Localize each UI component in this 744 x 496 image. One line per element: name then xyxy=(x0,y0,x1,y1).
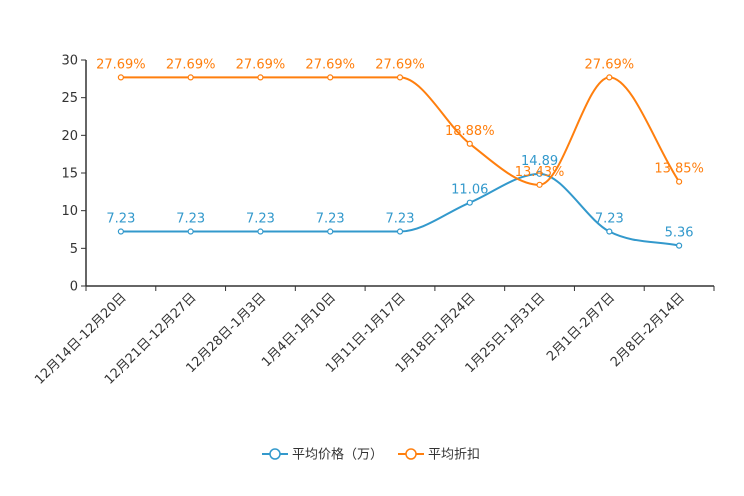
data-label-0-4: 7.23 xyxy=(386,212,415,227)
data-point-1-2[interactable] xyxy=(257,74,264,81)
data-point-1-5[interactable] xyxy=(466,140,473,147)
x-tick-label: 2月1日-2月7日 xyxy=(544,290,618,364)
y-tick-label: 15 xyxy=(61,167,78,182)
data-label-1-5: 18.88% xyxy=(445,124,495,139)
x-tick-label: 2月8日-2月14日 xyxy=(608,290,688,370)
data-point-1-6[interactable] xyxy=(536,181,543,188)
data-label-1-7: 27.69% xyxy=(585,57,635,72)
data-point-1-3[interactable] xyxy=(327,74,334,81)
data-label-0-7: 7.23 xyxy=(595,212,624,227)
legend-label: 平均价格（万） xyxy=(292,447,383,463)
data-label-0-5: 11.06 xyxy=(451,183,488,198)
data-label-1-2: 27.69% xyxy=(236,57,286,72)
data-point-0-6[interactable] xyxy=(536,170,543,177)
data-label-1-4: 27.69% xyxy=(375,57,425,72)
legend-item-1[interactable]: 平均折扣 xyxy=(398,448,480,463)
data-point-1-4[interactable] xyxy=(396,74,404,81)
data-point-1-8[interactable] xyxy=(676,178,683,185)
data-label-1-0: 27.69% xyxy=(96,57,146,72)
data-label-0-3: 7.23 xyxy=(316,212,345,227)
data-point-0-4[interactable] xyxy=(396,228,404,235)
data-point-0-7[interactable] xyxy=(606,228,613,235)
data-point-1-1[interactable] xyxy=(187,74,194,81)
data-point-0-5[interactable] xyxy=(466,199,473,206)
data-point-0-8[interactable] xyxy=(676,242,683,249)
data-label-1-1: 27.69% xyxy=(166,57,216,72)
data-point-0-3[interactable] xyxy=(327,228,334,235)
y-tick-label: 25 xyxy=(61,91,78,106)
series-layer xyxy=(117,74,683,249)
y-tick-label: 5 xyxy=(70,242,78,257)
data-label-0-6: 14.89 xyxy=(521,154,558,169)
y-tick-label: 20 xyxy=(61,129,78,144)
legend-marker-icon xyxy=(269,448,281,460)
y-tick-label: 10 xyxy=(61,204,78,219)
data-label-0-8: 5.36 xyxy=(665,226,694,241)
legend-item-0[interactable]: 平均价格（万） xyxy=(262,447,383,463)
data-point-0-1[interactable] xyxy=(187,228,194,235)
y-tick-label: 30 xyxy=(61,54,78,69)
data-point-0-0[interactable] xyxy=(117,228,124,235)
x-tick-label: 1月4日-1月10日 xyxy=(259,290,339,370)
data-label-1-8: 13.85% xyxy=(654,162,704,177)
y-tick-label: 0 xyxy=(70,280,78,295)
data-label-0-1: 7.23 xyxy=(176,212,205,227)
data-point-1-7[interactable] xyxy=(606,74,613,81)
data-label-0-2: 7.23 xyxy=(246,212,275,227)
legend-marker-icon xyxy=(405,448,417,460)
data-point-1-0[interactable] xyxy=(117,74,124,81)
data-labels: 7.23 7.23 7.23 7.23 7.23 11.06 14.89 7.23 5.36 27… xyxy=(96,57,704,240)
legend[interactable]: 平均价格（万） 平均折扣 xyxy=(262,447,480,463)
legend-label: 平均折扣 xyxy=(428,448,480,463)
data-label-1-3: 27.69% xyxy=(305,57,355,72)
data-point-0-2[interactable] xyxy=(257,228,264,235)
series-line-0 xyxy=(120,172,680,247)
series-line-1 xyxy=(120,76,680,186)
data-label-1-6: 13.43% xyxy=(515,165,565,180)
data-label-0-0: 7.23 xyxy=(106,212,135,227)
